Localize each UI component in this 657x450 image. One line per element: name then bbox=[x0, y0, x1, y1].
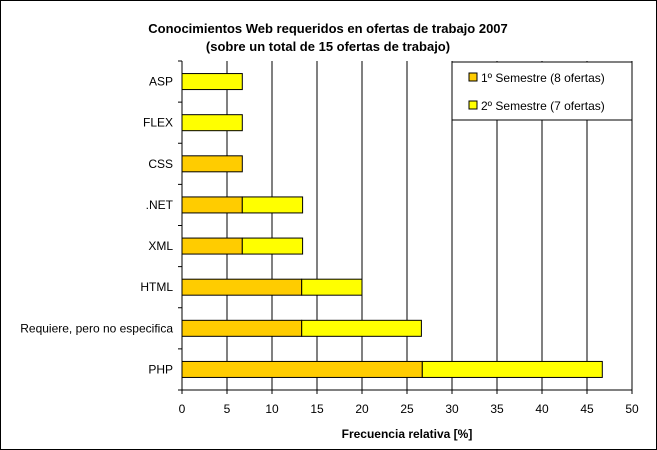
x-tick-label: 25 bbox=[400, 402, 414, 416]
legend-swatch-series-1 bbox=[468, 72, 478, 82]
chart-title: Conocimientos Web requeridos en ofertas … bbox=[148, 21, 508, 36]
category-label: XML bbox=[148, 239, 173, 253]
bar-series-2 bbox=[181, 114, 243, 132]
x-tick-label: 45 bbox=[580, 402, 594, 416]
x-tick-label: 35 bbox=[490, 402, 504, 416]
bar-series-2 bbox=[181, 73, 243, 91]
bar-series-2 bbox=[241, 237, 304, 255]
bar-series-1 bbox=[181, 278, 303, 296]
category-label: ASP bbox=[149, 75, 173, 89]
x-tick-label: 30 bbox=[445, 402, 459, 416]
x-tick-labels: 0 5 10 15 20 25 30 35 40 45 50 bbox=[179, 402, 639, 416]
legend: 1º Semestre (8 ofertas) 2º Semestre (7 o… bbox=[451, 61, 633, 121]
category-label: Requiere, pero no especifica bbox=[20, 321, 173, 335]
x-tick-label: 15 bbox=[310, 402, 324, 416]
bar-series-1 bbox=[181, 319, 303, 337]
x-tick-label: 50 bbox=[625, 402, 639, 416]
x-tick-label: 5 bbox=[224, 402, 231, 416]
category-labels: ASP FLEX CSS .NET XML HTML Requiere, pero no e… bbox=[20, 75, 173, 377]
bar-series-1 bbox=[181, 155, 243, 173]
bar-series-1 bbox=[181, 360, 423, 378]
category-label: CSS bbox=[148, 157, 173, 171]
category-label: FLEX bbox=[143, 116, 173, 130]
bar-series-2 bbox=[301, 278, 363, 296]
bar-series-2 bbox=[241, 196, 304, 214]
bar-series-2 bbox=[301, 319, 422, 337]
category-label: .NET bbox=[146, 198, 174, 212]
category-label: HTML bbox=[140, 280, 173, 294]
legend-label-series-2: 2º Semestre (7 ofertas) bbox=[481, 99, 605, 113]
category-label: PHP bbox=[148, 362, 173, 376]
x-tick-label: 20 bbox=[355, 402, 369, 416]
x-axis-title: Frecuencia relativa [%] bbox=[342, 427, 473, 441]
legend-swatch-series-2 bbox=[468, 100, 478, 110]
bar-series-1 bbox=[181, 237, 243, 255]
legend-box bbox=[451, 61, 633, 121]
x-tick-label: 40 bbox=[535, 402, 549, 416]
bar-series-1 bbox=[181, 196, 243, 214]
legend-label-series-1: 1º Semestre (8 ofertas) bbox=[481, 71, 605, 85]
x-tick-label: 10 bbox=[265, 402, 279, 416]
bar-series-2 bbox=[421, 360, 603, 378]
chart-subtitle: (sobre un total de 15 ofertas de trabajo… bbox=[206, 39, 450, 54]
x-tick-label: 0 bbox=[179, 402, 186, 416]
bars bbox=[181, 73, 603, 378]
axes bbox=[178, 60, 633, 394]
